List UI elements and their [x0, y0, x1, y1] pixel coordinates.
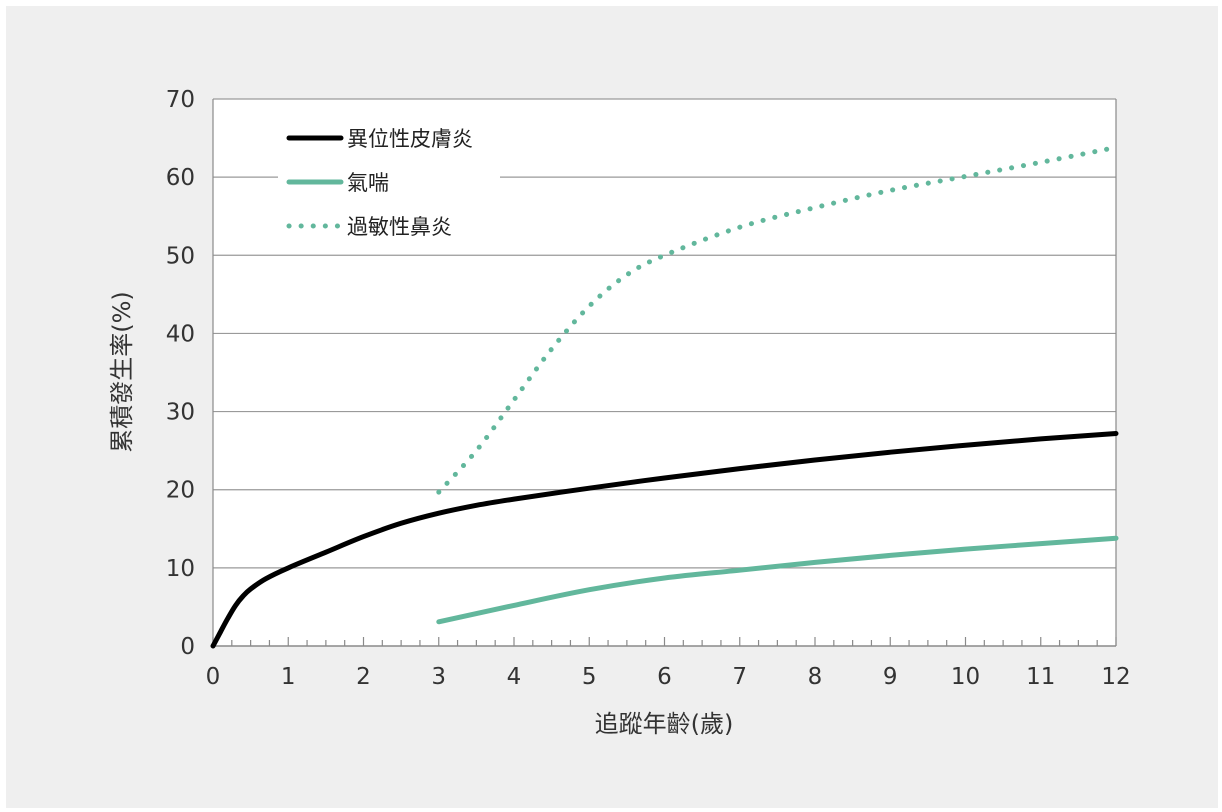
- y-tick-label: 40: [166, 321, 195, 347]
- legend-label: 異位性皮膚炎: [347, 127, 473, 151]
- y-tick-label: 50: [166, 243, 195, 269]
- y-tick-label: 30: [166, 400, 195, 426]
- legend-label: 過敏性鼻炎: [347, 215, 452, 239]
- series-group: [210, 144, 1119, 649]
- y-tick-label: 10: [166, 556, 195, 582]
- y-tick-label: 20: [166, 478, 195, 504]
- x-axis-title: 追蹤年齡(歲): [595, 710, 734, 738]
- y-tick-label: 70: [166, 87, 195, 113]
- x-tick-label: 3: [431, 664, 446, 690]
- x-tick-label: 10: [951, 664, 980, 690]
- x-tick-label: 11: [1026, 664, 1055, 690]
- x-tick-label: 8: [808, 664, 823, 690]
- x-tick-label: 9: [883, 664, 898, 690]
- series-asthma-line: [436, 535, 1119, 625]
- series-allergic-rhinitis-line: [436, 144, 1119, 495]
- x-tick-label: 1: [281, 664, 296, 690]
- y-axis-title: 累積發生率(%): [108, 291, 136, 453]
- y-tick-label: 60: [166, 165, 195, 191]
- y-tick-label: 0: [180, 634, 195, 660]
- x-tick-label: 7: [732, 664, 747, 690]
- x-tick-label: 12: [1101, 664, 1130, 690]
- x-tick-label: 0: [206, 664, 221, 690]
- x-tick-label: 5: [582, 664, 597, 690]
- x-tick-label: 6: [657, 664, 672, 690]
- x-tick-label: 2: [356, 664, 371, 690]
- x-tick-label: 4: [507, 664, 522, 690]
- series-atopic-dermatitis-line: [210, 431, 1119, 649]
- legend-label: 氣喘: [347, 171, 389, 195]
